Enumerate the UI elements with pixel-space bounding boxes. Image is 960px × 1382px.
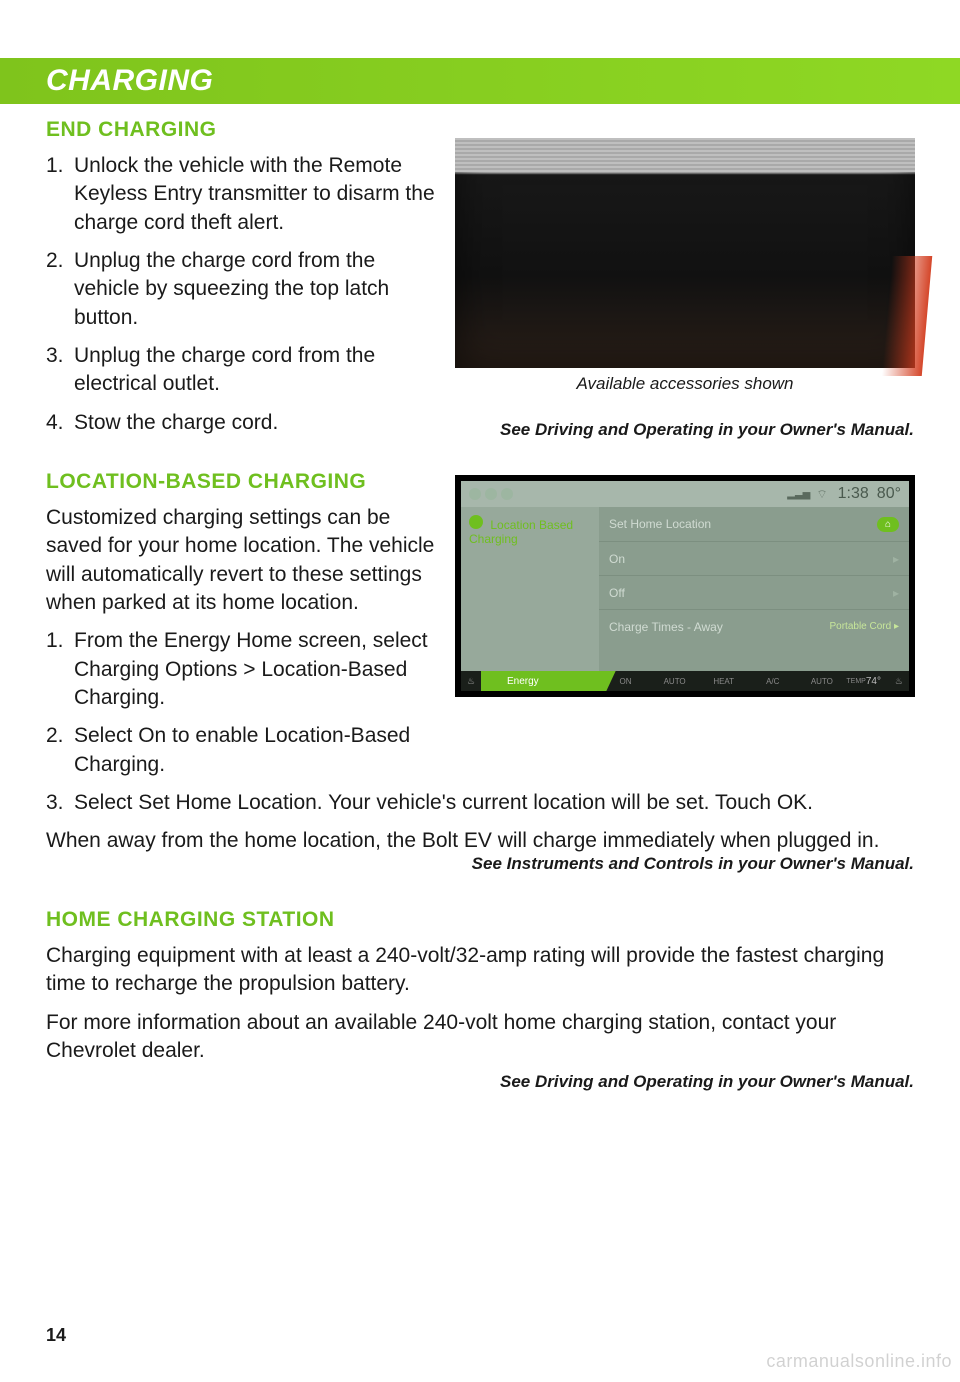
charging-icon — [469, 515, 483, 529]
list-item: 3. Select Set Home Location. Your vehicl… — [46, 789, 914, 817]
reference-note: See Driving and Operating in your Owner'… — [46, 420, 914, 440]
infotainment-screenshot: ▂▃▅ ⌔ 1:38 80° Location Based Charging S… — [455, 475, 915, 697]
screen-sidebar: Location Based Charging — [461, 507, 599, 671]
step-text: Select Set Home Location. Your vehicle's… — [74, 789, 914, 817]
step-text: Unplug the charge cord from the vehicle … — [74, 247, 446, 332]
cabin-temp: 74° — [866, 676, 881, 687]
step-number: 1. — [46, 152, 74, 237]
page-title: CHARGING — [46, 58, 213, 104]
list-item: 2. Unplug the charge cord from the vehic… — [46, 247, 446, 332]
menu-row-off: Off ▸ — [599, 575, 909, 609]
row-label: On — [609, 552, 625, 566]
section-title: HOME CHARGING STATION — [46, 908, 914, 932]
sidebar-label: Location Based Charging — [469, 515, 591, 547]
menu-row-set-home: Set Home Location ⌂ — [599, 507, 909, 541]
page-number: 14 — [46, 1325, 66, 1346]
row-value: Portable Cord ▸ — [830, 621, 900, 632]
list-item: 1. From the Energy Home screen, select C… — [46, 627, 446, 712]
photo-caption: Available accessories shown — [455, 374, 915, 394]
list-item: 1. Unlock the vehicle with the Remote Ke… — [46, 152, 446, 237]
energy-button: Energy — [481, 671, 601, 691]
climate-bar: ♨ Energy ON AUTO HEAT A/C AUTO TEMP 74° … — [461, 671, 909, 691]
step-text: Unplug the charge cord from the electric… — [74, 342, 446, 399]
step-number: 3. — [46, 342, 74, 399]
outro-paragraph: When away from the home location, the Bo… — [46, 827, 914, 855]
reference-note: See Driving and Operating in your Owner'… — [46, 1072, 914, 1092]
status-bar: ▂▃▅ ⌔ 1:38 80° — [461, 481, 909, 507]
menu-row-charge-times: Charge Times - Away Portable Cord ▸ — [599, 609, 909, 643]
chevron-right-icon: ▸ — [893, 586, 899, 600]
seat-heat-right-icon: ♨ — [889, 676, 909, 687]
home-icon — [469, 488, 481, 500]
section-title: LOCATION-BASED CHARGING — [46, 470, 446, 494]
sidebar-label-text: Location Based Charging — [469, 518, 573, 546]
row-label: Off — [609, 586, 625, 600]
section-home-charging-station: HOME CHARGING STATION Charging equipment… — [46, 908, 914, 1075]
infotainment-screen: ▂▃▅ ⌔ 1:38 80° Location Based Charging S… — [461, 481, 909, 691]
step-text: Unlock the vehicle with the Remote Keyle… — [74, 152, 446, 237]
section-end-charging: END CHARGING 1. Unlock the vehicle with … — [46, 118, 446, 447]
end-charging-steps: 1. Unlock the vehicle with the Remote Ke… — [46, 152, 446, 437]
signal-icon: ▂▃▅ — [787, 489, 810, 500]
watermark: carmanualsonline.info — [766, 1351, 952, 1372]
home-pill-icon: ⌂ — [877, 517, 899, 532]
apps-icon — [501, 488, 513, 500]
section-title: END CHARGING — [46, 118, 446, 142]
screen-menu: Set Home Location ⌂ On ▸ Off ▸ Charge Ti… — [599, 507, 909, 671]
manual-page: CHARGING END CHARGING 1. Unlock the vehi… — [0, 0, 960, 1382]
row-label: Charge Times - Away — [609, 620, 723, 634]
row-label: Set Home Location — [609, 517, 711, 531]
climate-seg: HEAT — [699, 677, 748, 686]
location-charging-steps: 1. From the Energy Home screen, select C… — [46, 627, 446, 779]
paragraph: Charging equipment with at least a 240-v… — [46, 942, 914, 999]
reference-note: See Instruments and Controls in your Own… — [46, 854, 914, 874]
climate-seg: A/C — [748, 677, 797, 686]
location-charging-steps-continued: 3. Select Set Home Location. Your vehicl… — [46, 789, 914, 817]
seat-heat-left-icon: ♨ — [461, 676, 481, 687]
clock: 1:38 — [838, 485, 869, 503]
step-number: 2. — [46, 722, 74, 779]
star-icon — [485, 488, 497, 500]
step-number: 1. — [46, 627, 74, 712]
list-item: 3. Unplug the charge cord from the elect… — [46, 342, 446, 399]
step-number: 2. — [46, 247, 74, 332]
status-icons — [469, 488, 513, 500]
chevron-right-icon: ▸ — [893, 552, 899, 566]
temp-label: TEMP — [846, 678, 865, 685]
wifi-icon: ⌔ — [816, 487, 827, 502]
climate-seg: AUTO — [650, 677, 699, 686]
step-text: From the Energy Home screen, select Char… — [74, 627, 446, 712]
trunk-charging-accessories-photo — [455, 138, 915, 368]
step-number: 3. — [46, 789, 74, 817]
climate-seg: AUTO — [797, 677, 846, 686]
energy-label: Energy — [507, 676, 539, 687]
intro-paragraph: Customized charging settings can be save… — [46, 504, 446, 617]
list-item: 2. Select On to enable Location-Based Ch… — [46, 722, 446, 779]
outside-temp: 80° — [877, 485, 901, 503]
paragraph: For more information about an available … — [46, 1009, 914, 1066]
menu-row-on: On ▸ — [599, 541, 909, 575]
step-text: Select On to enable Location-Based Charg… — [74, 722, 446, 779]
